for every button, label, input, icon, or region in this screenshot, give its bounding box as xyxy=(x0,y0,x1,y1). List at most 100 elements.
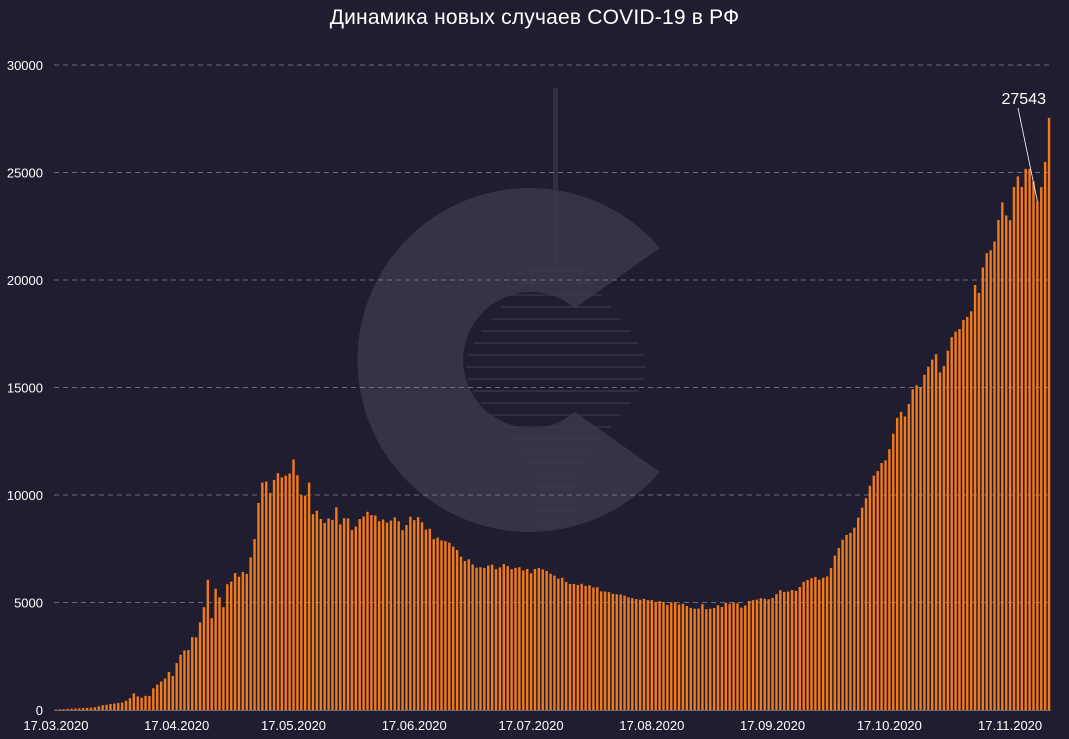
bar xyxy=(276,473,280,710)
bar xyxy=(124,700,128,710)
bar xyxy=(179,654,182,710)
bar xyxy=(522,570,525,710)
bar xyxy=(740,607,743,710)
bar xyxy=(1020,186,1023,710)
bar xyxy=(857,517,860,710)
bar xyxy=(790,590,794,710)
bar xyxy=(424,529,428,710)
bar xyxy=(405,525,408,710)
bar xyxy=(798,587,802,710)
bar xyxy=(596,587,599,710)
bar xyxy=(483,568,486,710)
bar xyxy=(525,568,529,710)
bar xyxy=(152,688,155,710)
bar xyxy=(245,573,248,710)
bar xyxy=(253,539,256,710)
bar xyxy=(498,567,502,710)
x-tick-label: 17.09.2020 xyxy=(740,718,805,733)
bar xyxy=(549,573,552,710)
watermark-stripe xyxy=(466,366,646,368)
bar xyxy=(868,485,872,710)
bar xyxy=(1012,187,1016,710)
bar xyxy=(568,584,572,710)
bar xyxy=(728,603,731,710)
bar xyxy=(603,591,607,710)
bar xyxy=(755,599,759,710)
bar xyxy=(736,603,739,710)
bar xyxy=(210,618,213,710)
bar xyxy=(342,518,346,710)
bar xyxy=(440,540,443,710)
bar xyxy=(93,707,97,710)
x-tick-label: 17.05.2020 xyxy=(261,718,326,733)
bar xyxy=(677,604,681,710)
bar xyxy=(658,601,661,710)
watermark-stripe xyxy=(501,426,611,428)
bar xyxy=(117,702,120,710)
bar xyxy=(966,316,969,710)
bar xyxy=(354,526,358,710)
bar xyxy=(588,585,591,710)
bar xyxy=(506,566,509,710)
bar xyxy=(237,576,241,710)
bar xyxy=(689,607,692,711)
bar xyxy=(82,708,85,710)
watermark-stripe xyxy=(481,330,631,332)
bar xyxy=(635,599,638,710)
bar xyxy=(806,579,809,710)
watermark-logo-icon xyxy=(357,88,660,533)
bar xyxy=(448,542,451,710)
bar xyxy=(580,583,583,710)
bar xyxy=(533,568,537,710)
bar xyxy=(701,604,704,710)
bar xyxy=(1001,202,1004,710)
bar xyxy=(268,492,272,710)
bar xyxy=(475,567,478,710)
annotation-label: 27543 xyxy=(1002,91,1047,108)
bar xyxy=(471,564,474,710)
bar xyxy=(62,709,65,710)
bar xyxy=(311,514,315,710)
bar xyxy=(895,417,899,710)
bar xyxy=(502,564,506,710)
bar xyxy=(775,594,778,710)
bar xyxy=(249,557,252,710)
bar xyxy=(120,702,124,710)
bar xyxy=(296,475,299,710)
bar xyxy=(381,519,385,710)
bar xyxy=(487,565,490,710)
bar xyxy=(646,600,650,710)
bar xyxy=(370,515,373,710)
bar xyxy=(494,569,498,710)
bar xyxy=(463,561,467,710)
bar xyxy=(514,567,517,710)
bar xyxy=(1032,181,1035,710)
bar xyxy=(346,518,350,710)
bar xyxy=(420,522,424,710)
bar xyxy=(977,292,981,710)
bar xyxy=(876,471,879,710)
bar xyxy=(327,518,330,710)
bar xyxy=(222,607,225,710)
bar xyxy=(397,521,400,710)
bar xyxy=(557,578,560,710)
bar xyxy=(467,559,470,710)
bar xyxy=(459,556,463,710)
bar xyxy=(401,530,404,710)
bar xyxy=(915,385,918,710)
bar xyxy=(350,530,354,710)
bar xyxy=(206,579,210,710)
bar xyxy=(319,518,322,710)
bar xyxy=(85,707,89,710)
bar xyxy=(989,250,992,710)
watermark-stripe xyxy=(510,294,602,296)
bar xyxy=(163,678,167,710)
watermark-stripe xyxy=(524,462,588,464)
bar xyxy=(697,608,700,710)
bar xyxy=(962,319,965,710)
watermark-stripe xyxy=(518,282,594,284)
bar xyxy=(853,527,856,710)
watermark-stripe xyxy=(535,522,577,524)
bar xyxy=(872,475,875,710)
